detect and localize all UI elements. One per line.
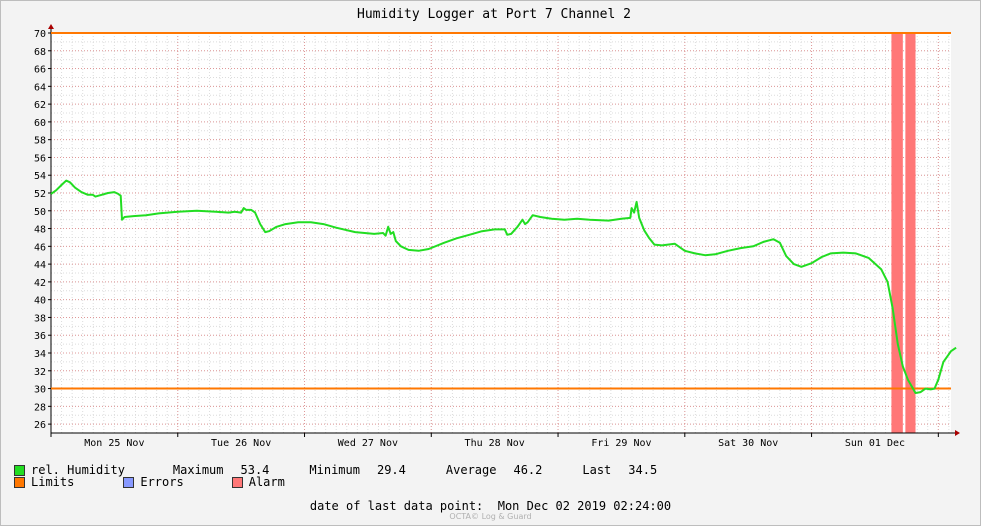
- chart-plot: Humidity Logger at Port 7 Channel 2 26 28…: [34, 7, 960, 449]
- y-tick-label: 56: [34, 153, 46, 164]
- chart-title: Humidity Logger at Port 7 Channel 2: [357, 7, 631, 22]
- x-tick-label: Wed 27 Nov: [338, 438, 398, 449]
- y-tick-label: 44: [34, 260, 46, 271]
- y-tick-label: 48: [34, 225, 46, 236]
- y-tick-label: 26: [34, 420, 46, 431]
- y-tick-label: 50: [34, 207, 46, 218]
- x-tick-label: Sun 01 Dec: [845, 438, 905, 449]
- stat-last-label: Last: [582, 463, 612, 477]
- y-tick-label: 42: [34, 278, 46, 289]
- y-tick-label: 38: [34, 313, 46, 324]
- x-tick-label: Tue 26 Nov: [211, 438, 271, 449]
- x-tick-label: Thu 28 Nov: [465, 438, 525, 449]
- legend-swatch-alarm: [231, 476, 243, 488]
- y-tick-label: 70: [34, 29, 46, 40]
- x-tick-label: Mon 25 Nov: [84, 438, 144, 449]
- y-tick-label: 58: [34, 136, 46, 147]
- y-tick-label: 60: [34, 118, 46, 129]
- y-tick-label: 34: [34, 349, 46, 360]
- y-tick-label: 52: [34, 189, 46, 200]
- legend-label-limits: Limits: [31, 475, 75, 489]
- y-tick-label: 54: [34, 171, 46, 182]
- legend-label-humidity: rel. Humidity: [31, 463, 125, 477]
- legend-swatch-humidity: [14, 464, 25, 476]
- y-tick-label: 40: [34, 296, 46, 307]
- stat-minimum-label: Minimum: [309, 463, 360, 477]
- stat-average-value: 46.2: [513, 463, 543, 477]
- x-tick-label: Fri 29 Nov: [591, 438, 651, 449]
- y-tick-label: 62: [34, 100, 46, 111]
- legend-row-keys: Limits Errors Alarm: [14, 475, 285, 489]
- legend-swatch-limits: [14, 476, 25, 488]
- y-tick-label: 32: [34, 367, 46, 378]
- y-tick-label: 68: [34, 47, 46, 58]
- stat-maximum-value: 53.4: [240, 463, 270, 477]
- legend-swatch-errors: [123, 476, 135, 488]
- y-tick-label: 66: [34, 65, 46, 76]
- legend-label-alarm: Alarm: [248, 475, 285, 489]
- y-axis-arrow: [48, 24, 54, 29]
- stat-average-label: Average: [445, 463, 497, 477]
- series-line-humidity: [50, 179, 957, 394]
- stat-last-value: 34.5: [628, 463, 658, 477]
- y-tick-label: 28: [34, 402, 46, 413]
- y-tick-label: 36: [34, 331, 46, 342]
- legend-label-errors: Errors: [140, 475, 184, 489]
- stat-minimum-value: 29.4: [376, 463, 406, 477]
- alarm-span: [905, 33, 916, 433]
- stat-maximum-label: Maximum: [172, 463, 224, 477]
- plot-area: [51, 33, 951, 433]
- x-tick-label: Sat 30 Nov: [718, 438, 778, 449]
- x-axis-arrow: [955, 430, 960, 436]
- legend-row-stats: rel. Humidity Maximum 53.4 Minimum 29.4 …: [14, 463, 657, 477]
- y-tick-label: 64: [34, 82, 46, 93]
- last-data-point-text: date of last data point: Mon Dec 02 2019…: [309, 499, 672, 513]
- watermark: OCTA© Log & Guard: [449, 512, 532, 521]
- alarm-span: [891, 33, 903, 433]
- y-tick-label: 46: [34, 242, 46, 253]
- y-tick-label: 30: [34, 385, 46, 396]
